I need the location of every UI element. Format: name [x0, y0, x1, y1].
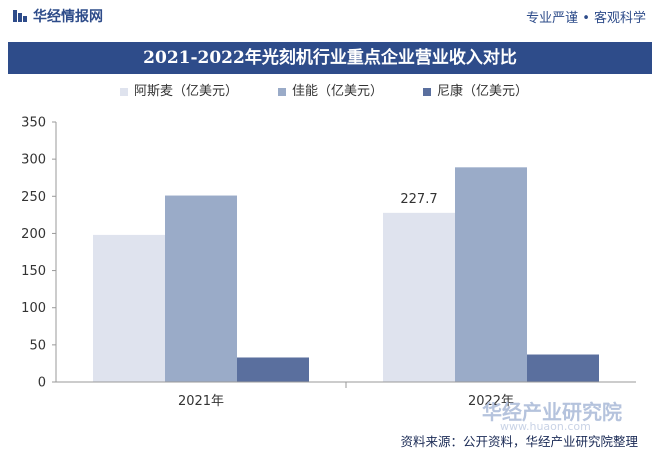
legend-swatch-nikon [423, 87, 431, 96]
y-tick-label: 350 [21, 116, 46, 131]
legend-item-nikon: 尼康（亿美元） [423, 80, 528, 99]
bar-canon-1 [455, 167, 527, 382]
data-labels: 227.7 [400, 192, 437, 207]
legend-item-canon: 佳能（亿美元） [278, 80, 383, 99]
x-tick-label: 2021年 [178, 394, 224, 409]
legend-label-asml: 阿斯麦（亿美元） [134, 84, 239, 99]
bar-asml-1 [383, 212, 455, 382]
y-tick-label: 150 [21, 264, 46, 279]
bar-nikon-1 [527, 354, 599, 382]
y-tick-label: 0 [38, 376, 46, 391]
chart-title: 2021-2022年光刻机行业重点企业营业收入对比 [143, 48, 517, 68]
legend-swatch-canon [278, 87, 286, 96]
watermark-text: 华经产业研究院 [482, 400, 622, 424]
legend-item-asml: 阿斯麦（亿美元） [120, 80, 238, 99]
bars [93, 167, 599, 382]
x-axis: 2021年 2022年 [56, 381, 636, 409]
legend-swatch-asml [120, 87, 128, 96]
y-tick-label: 200 [21, 227, 46, 242]
y-tick-label: 100 [21, 301, 46, 316]
y-tick-label: 250 [21, 190, 46, 205]
slogan: 专业严谨 • 客观科学 [526, 11, 646, 26]
watermark-url: www.huaon.com [500, 420, 591, 433]
logo-icon [13, 10, 27, 22]
bar-nikon-0 [237, 357, 309, 382]
x-tick-label: 2022年 [468, 394, 514, 409]
data-label-asml-2022: 227.7 [400, 192, 437, 207]
y-tick-label: 50 [29, 338, 46, 353]
y-tick-label: 300 [21, 153, 46, 168]
bar-canon-0 [165, 195, 237, 382]
header: 华经情报网 专业严谨 • 客观科学 [0, 0, 660, 30]
bar-asml-0 [93, 234, 165, 382]
legend-label-nikon: 尼康（亿美元） [437, 84, 529, 99]
y-axis: 0 50 100 150 200 250 300 350 [21, 116, 57, 391]
source-note: 资料来源：公开资料，华经产业研究院整理 [400, 434, 638, 449]
title-bar: 2021-2022年光刻机行业重点企业营业收入对比 [8, 42, 652, 74]
legend-label-canon: 佳能（亿美元） [292, 84, 384, 99]
site-name: 华经情报网 [33, 9, 103, 25]
